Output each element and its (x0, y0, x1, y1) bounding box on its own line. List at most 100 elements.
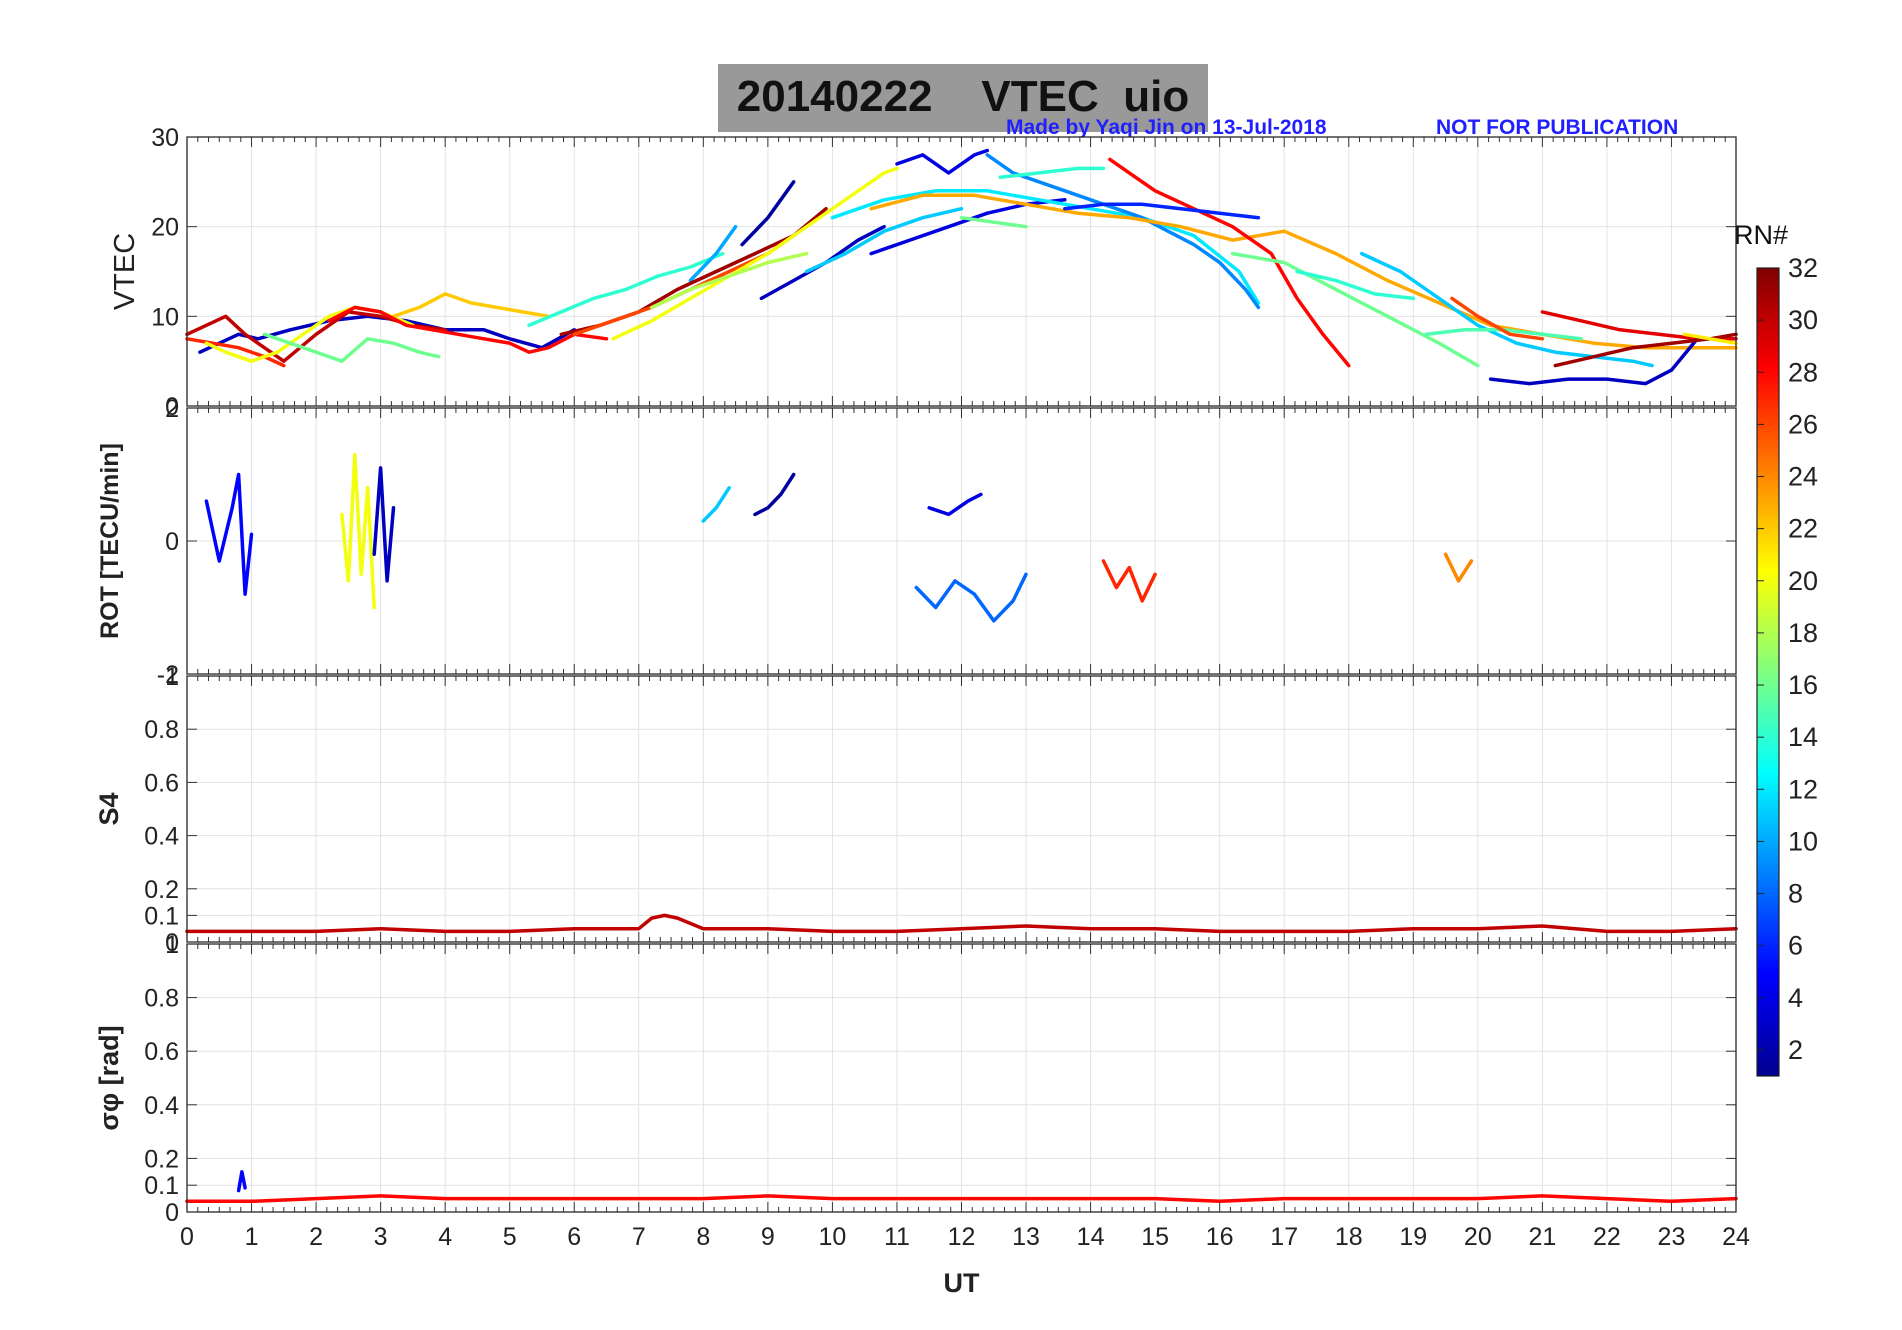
colorbar-tick-label: 26 (1788, 409, 1818, 439)
x-tick-label: 3 (374, 1223, 388, 1251)
title-box: 20140222 VTEC uio (718, 64, 1208, 132)
series-prn-16 (1230, 251, 1480, 368)
x-tick-label: 24 (1722, 1223, 1750, 1251)
x-tick-label: 17 (1270, 1223, 1298, 1251)
colorbar-tick-label: 4 (1788, 983, 1803, 1013)
series-prn-14 (1295, 269, 1416, 301)
x-tick-label: 5 (503, 1223, 517, 1251)
y-axis-label: S4 (94, 792, 124, 825)
y-tick-label: 20 (151, 214, 179, 242)
y-tick-label: 0.1 (144, 902, 179, 930)
y-tick-label: 1 (165, 931, 179, 959)
colorbar-tick-label: 10 (1788, 826, 1818, 856)
colorbar-tick-label: 14 (1788, 722, 1818, 752)
series-prn-18 (649, 251, 809, 310)
series-prn-2 (753, 472, 796, 517)
x-tick-label: 4 (438, 1223, 452, 1251)
minor-ticks (186, 944, 1737, 1212)
series-prn-8 (914, 572, 1028, 623)
x-ticks: 0 1 2 3 4 5 6 7 8 9 10 11 12 13 14 15 16 17 18 19 20 21 22 23 24 (180, 1223, 1750, 1251)
y-tick-label: 0.6 (144, 1038, 179, 1066)
series-prn-4 (895, 148, 990, 175)
grid (187, 676, 1736, 942)
colorbar-tick-label: 28 (1788, 357, 1818, 387)
minor-ticks (186, 676, 1737, 942)
credit-notice: NOT FOR PUBLICATION (1436, 116, 1679, 139)
series-prn-3 (372, 466, 396, 583)
colorbar-tick-label: 24 (1788, 462, 1818, 492)
axes-frame (186, 675, 1737, 943)
series-prn-12 (830, 189, 1261, 305)
colorbar-tick-label: 18 (1788, 618, 1818, 648)
x-tick-label: 1 (245, 1223, 259, 1251)
colorbar-tick-label: 22 (1788, 514, 1818, 544)
y-tick-label: 0.2 (144, 876, 179, 904)
y-tick-label: 0 (165, 1199, 179, 1227)
minor-ticks (186, 408, 1737, 674)
y-tick-label: 0 (165, 929, 179, 957)
series-prn-21 (1682, 332, 1738, 345)
series-prn-11 (804, 206, 964, 274)
series-prn-10 (688, 224, 738, 283)
y-tick-label: 0.8 (144, 985, 179, 1013)
y-ticks: 00.10.2 0.4 0.6 0.8 1 (144, 663, 1736, 957)
series-prn-27 (1101, 559, 1157, 603)
series-prn-26 (1450, 296, 1545, 341)
y-tick-label: -2 (157, 661, 179, 689)
y-tick-label: 0.8 (144, 716, 179, 744)
x-tick-label: 8 (696, 1223, 710, 1251)
colorbar-tick-label: 2 (1788, 1035, 1803, 1065)
series-prn-16 (959, 215, 1028, 229)
x-tick-label: 10 (819, 1223, 847, 1251)
colorbar-tick-label: 6 (1788, 931, 1803, 961)
series-prn-2 (740, 180, 796, 247)
x-axis-label: UT (944, 1268, 980, 1298)
colorbar-tick-label: 20 (1788, 566, 1818, 596)
x-tick-label: 12 (948, 1223, 976, 1251)
y-ticks: 00.10.20.40.60.81 (144, 931, 1736, 1227)
x-tick-label: 6 (567, 1223, 581, 1251)
series-prn-20 (340, 452, 376, 610)
series-prn-16 (262, 332, 441, 363)
series-prn-6 (1063, 202, 1261, 220)
x-tick-label: 7 (632, 1223, 646, 1251)
x-tick-label: 9 (761, 1223, 775, 1251)
series-prn-11 (1359, 251, 1654, 368)
colorbar-tick-label: 30 (1788, 305, 1818, 335)
series-prn-9 (985, 153, 1261, 310)
y-tick-label: 0.2 (144, 1145, 179, 1173)
x-tick-label: 21 (1528, 1223, 1556, 1251)
y-tick-label: 0.1 (144, 1172, 179, 1200)
y-ticks: -202 (157, 395, 1736, 689)
series-prn-20 (611, 166, 899, 341)
series-prn-23 (869, 193, 1738, 350)
series-group (204, 452, 1474, 623)
series-group (185, 1170, 1738, 1204)
minor-ticks (186, 137, 1737, 406)
series-prn-28 (1108, 157, 1351, 368)
y-tick-label: 0.4 (144, 823, 179, 851)
x-tick-label: 11 (884, 1223, 910, 1251)
y-tick-label: 0.6 (144, 769, 179, 797)
y-axis-label: VTEC (109, 233, 141, 310)
axes-frame (186, 136, 1737, 407)
y-axis-label: σφ [rad] (94, 1025, 124, 1130)
series-prn-30 (185, 913, 1738, 934)
x-tick-label: 15 (1141, 1223, 1169, 1251)
series-prn-4 (927, 492, 983, 517)
y-tick-label: 2 (165, 395, 179, 423)
panel-3: 00.10.2 0.4 0.6 0.8 1 S4 (94, 663, 1738, 957)
x-tick-label: 16 (1206, 1223, 1234, 1251)
y-tick-label: 10 (151, 303, 179, 331)
series-prn-14 (998, 166, 1106, 180)
y-tick-label: 0.4 (144, 1092, 179, 1120)
series-prn-5 (204, 472, 254, 596)
series-group (185, 913, 1738, 934)
series-prn-28 (185, 1194, 1738, 1204)
x-tick-label: 19 (1399, 1223, 1427, 1251)
axes-frame (186, 943, 1737, 1213)
x-tick-label: 23 (1658, 1223, 1686, 1251)
